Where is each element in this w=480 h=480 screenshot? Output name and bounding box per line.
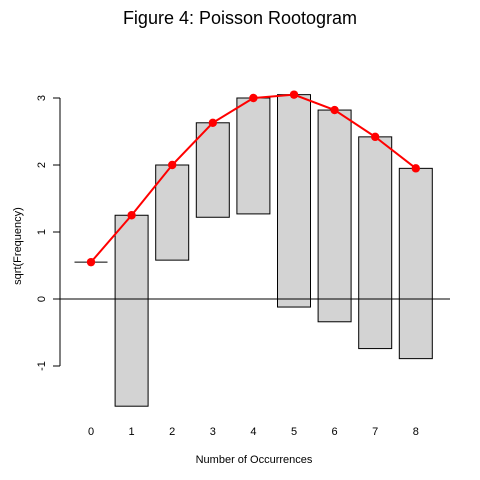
- y-axis-label: sqrt(Frequency): [12, 207, 24, 285]
- x-tick-label: 4: [250, 426, 256, 438]
- fit-point-0: [86, 257, 96, 267]
- bar-8: [398, 167, 433, 360]
- fit-point-3: [208, 118, 217, 127]
- x-tick-labels: 0 1 2 3 4 5 6 7 8: [88, 426, 419, 438]
- y-tick-label: -1: [36, 361, 48, 371]
- x-tick-label: 2: [169, 426, 175, 438]
- y-tick-label: 2: [36, 162, 48, 168]
- x-tick-label: 1: [129, 426, 135, 438]
- bar-3: [195, 122, 230, 218]
- y-axis: -1 0 1 2 3: [36, 95, 61, 371]
- x-tick-label: 8: [413, 426, 419, 438]
- x-tick-label: 6: [332, 426, 338, 438]
- fit-point-8: [411, 164, 420, 173]
- y-tick-label: 1: [36, 229, 48, 235]
- fit-point-7: [371, 132, 380, 142]
- bar-7: [358, 136, 393, 350]
- bars-group: [74, 94, 433, 407]
- x-tick-label: 0: [88, 426, 94, 438]
- x-tick-label: 7: [372, 426, 378, 438]
- y-tick-label: 3: [36, 95, 48, 101]
- fit-point-4: [249, 93, 258, 103]
- chart-title: Figure 4: Poisson Rootogram: [123, 8, 357, 28]
- fit-group: [86, 90, 420, 267]
- bar-6: [317, 109, 352, 323]
- fit-point-6: [330, 105, 339, 115]
- x-axis-label: Number of Occurrences: [196, 454, 313, 466]
- fit-point-2: [168, 160, 177, 170]
- y-tick-label: 0: [36, 296, 48, 302]
- bar-5: [277, 94, 311, 308]
- fit-point-1: [127, 211, 136, 220]
- bar-1: [114, 214, 149, 407]
- fit-point-5: [289, 90, 299, 99]
- x-tick-label: 3: [210, 426, 216, 438]
- bar-4: [236, 97, 271, 215]
- bar-2: [155, 164, 190, 261]
- x-tick-label: 5: [291, 426, 297, 438]
